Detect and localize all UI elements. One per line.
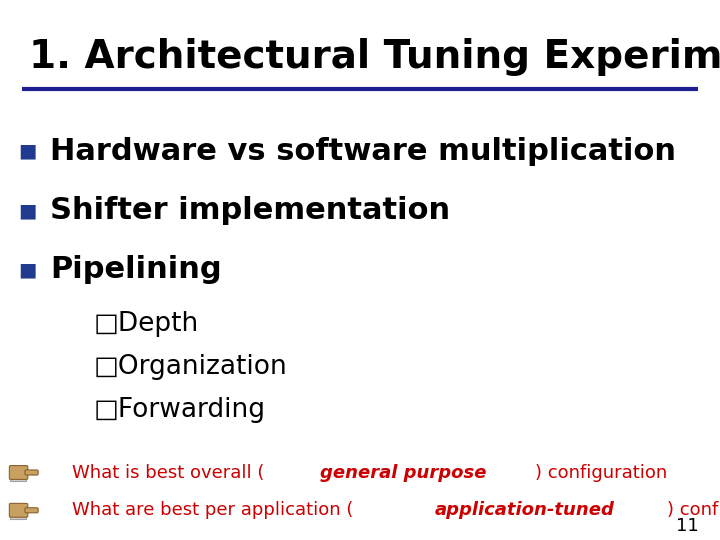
Text: ) configuration: ) configuration <box>535 463 667 482</box>
Text: ■: ■ <box>18 260 37 280</box>
Text: □Organization: □Organization <box>94 354 287 380</box>
Text: 1. Architectural Tuning Experiment: 1. Architectural Tuning Experiment <box>29 38 720 76</box>
Text: 11: 11 <box>675 517 698 535</box>
FancyBboxPatch shape <box>25 508 38 513</box>
Bar <box>9 516 27 519</box>
Text: Shifter implementation: Shifter implementation <box>50 196 451 225</box>
FancyBboxPatch shape <box>25 470 38 475</box>
Text: □Depth: □Depth <box>94 311 199 337</box>
Bar <box>9 478 27 481</box>
Text: general purpose: general purpose <box>320 463 487 482</box>
Text: Hardware vs software multiplication: Hardware vs software multiplication <box>50 137 676 166</box>
Text: What is best overall (: What is best overall ( <box>72 463 264 482</box>
Text: ) configurations: ) configurations <box>667 501 720 519</box>
Text: □Forwarding: □Forwarding <box>94 397 266 423</box>
FancyBboxPatch shape <box>9 503 28 517</box>
Text: What are best per application (: What are best per application ( <box>72 501 354 519</box>
Text: Pipelining: Pipelining <box>50 255 222 285</box>
Text: ■: ■ <box>18 141 37 161</box>
Text: application-tuned: application-tuned <box>435 501 615 519</box>
Text: ■: ■ <box>18 201 37 220</box>
FancyBboxPatch shape <box>9 465 28 480</box>
